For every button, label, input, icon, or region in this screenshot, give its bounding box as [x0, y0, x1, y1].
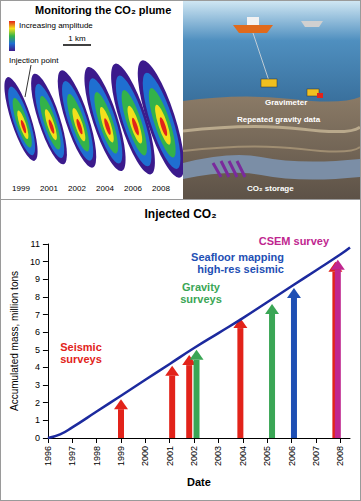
- svg-text:4: 4: [35, 362, 40, 372]
- svg-text:8: 8: [35, 292, 40, 302]
- svg-text:Injection point: Injection point: [9, 56, 59, 65]
- svg-text:2008: 2008: [152, 184, 170, 193]
- svg-text:2001: 2001: [165, 446, 175, 466]
- svg-text:Seismic: Seismic: [60, 341, 102, 353]
- svg-text:1998: 1998: [92, 446, 102, 466]
- svg-text:Accumulated mass, million tons: Accumulated mass, million tons: [9, 271, 20, 411]
- svg-text:CO₂ storage: CO₂ storage: [247, 184, 294, 193]
- svg-text:1999: 1999: [12, 184, 30, 193]
- svg-text:2005: 2005: [262, 446, 272, 466]
- svg-text:7: 7: [35, 310, 40, 320]
- svg-text:Increasing amplitude: Increasing amplitude: [19, 21, 93, 30]
- svg-text:surveys: surveys: [60, 353, 102, 365]
- svg-text:2006: 2006: [124, 184, 142, 193]
- svg-text:1996: 1996: [43, 446, 53, 466]
- svg-text:1 km: 1 km: [68, 34, 86, 43]
- svg-text:2001: 2001: [40, 184, 58, 193]
- svg-text:2003: 2003: [213, 446, 223, 466]
- svg-text:2002: 2002: [68, 184, 86, 193]
- svg-text:2004: 2004: [238, 446, 248, 466]
- svg-text:Monitoring the CO₂ plume: Monitoring the CO₂ plume: [35, 4, 171, 16]
- svg-text:Date: Date: [187, 476, 211, 488]
- svg-text:5: 5: [35, 345, 40, 355]
- svg-text:high-res seismic: high-res seismic: [197, 263, 284, 275]
- svg-text:2006: 2006: [287, 446, 297, 466]
- svg-text:2008: 2008: [335, 446, 345, 466]
- svg-text:1: 1: [35, 415, 40, 425]
- svg-text:2: 2: [35, 398, 40, 408]
- svg-text:2007: 2007: [311, 446, 321, 466]
- svg-text:1997: 1997: [67, 446, 77, 466]
- svg-text:10: 10: [30, 257, 40, 267]
- svg-text:9: 9: [35, 274, 40, 284]
- svg-text:6: 6: [35, 327, 40, 337]
- svg-text:3: 3: [35, 380, 40, 390]
- svg-text:Gravimeter: Gravimeter: [265, 98, 307, 107]
- svg-text:Repeated gravity data: Repeated gravity data: [237, 115, 321, 124]
- svg-text:surveys: surveys: [180, 293, 222, 305]
- svg-text:2004: 2004: [96, 184, 114, 193]
- svg-text:2002: 2002: [189, 446, 199, 466]
- svg-text:0: 0: [35, 433, 40, 443]
- svg-text:Seafloor mapping: Seafloor mapping: [191, 251, 284, 263]
- svg-text:11: 11: [31, 239, 40, 249]
- svg-text:CSEM survey: CSEM survey: [259, 235, 330, 247]
- svg-text:Gravity: Gravity: [182, 281, 221, 293]
- svg-text:Injected CO₂: Injected CO₂: [144, 207, 216, 221]
- svg-text:2000: 2000: [140, 446, 150, 466]
- svg-text:1999: 1999: [116, 446, 126, 466]
